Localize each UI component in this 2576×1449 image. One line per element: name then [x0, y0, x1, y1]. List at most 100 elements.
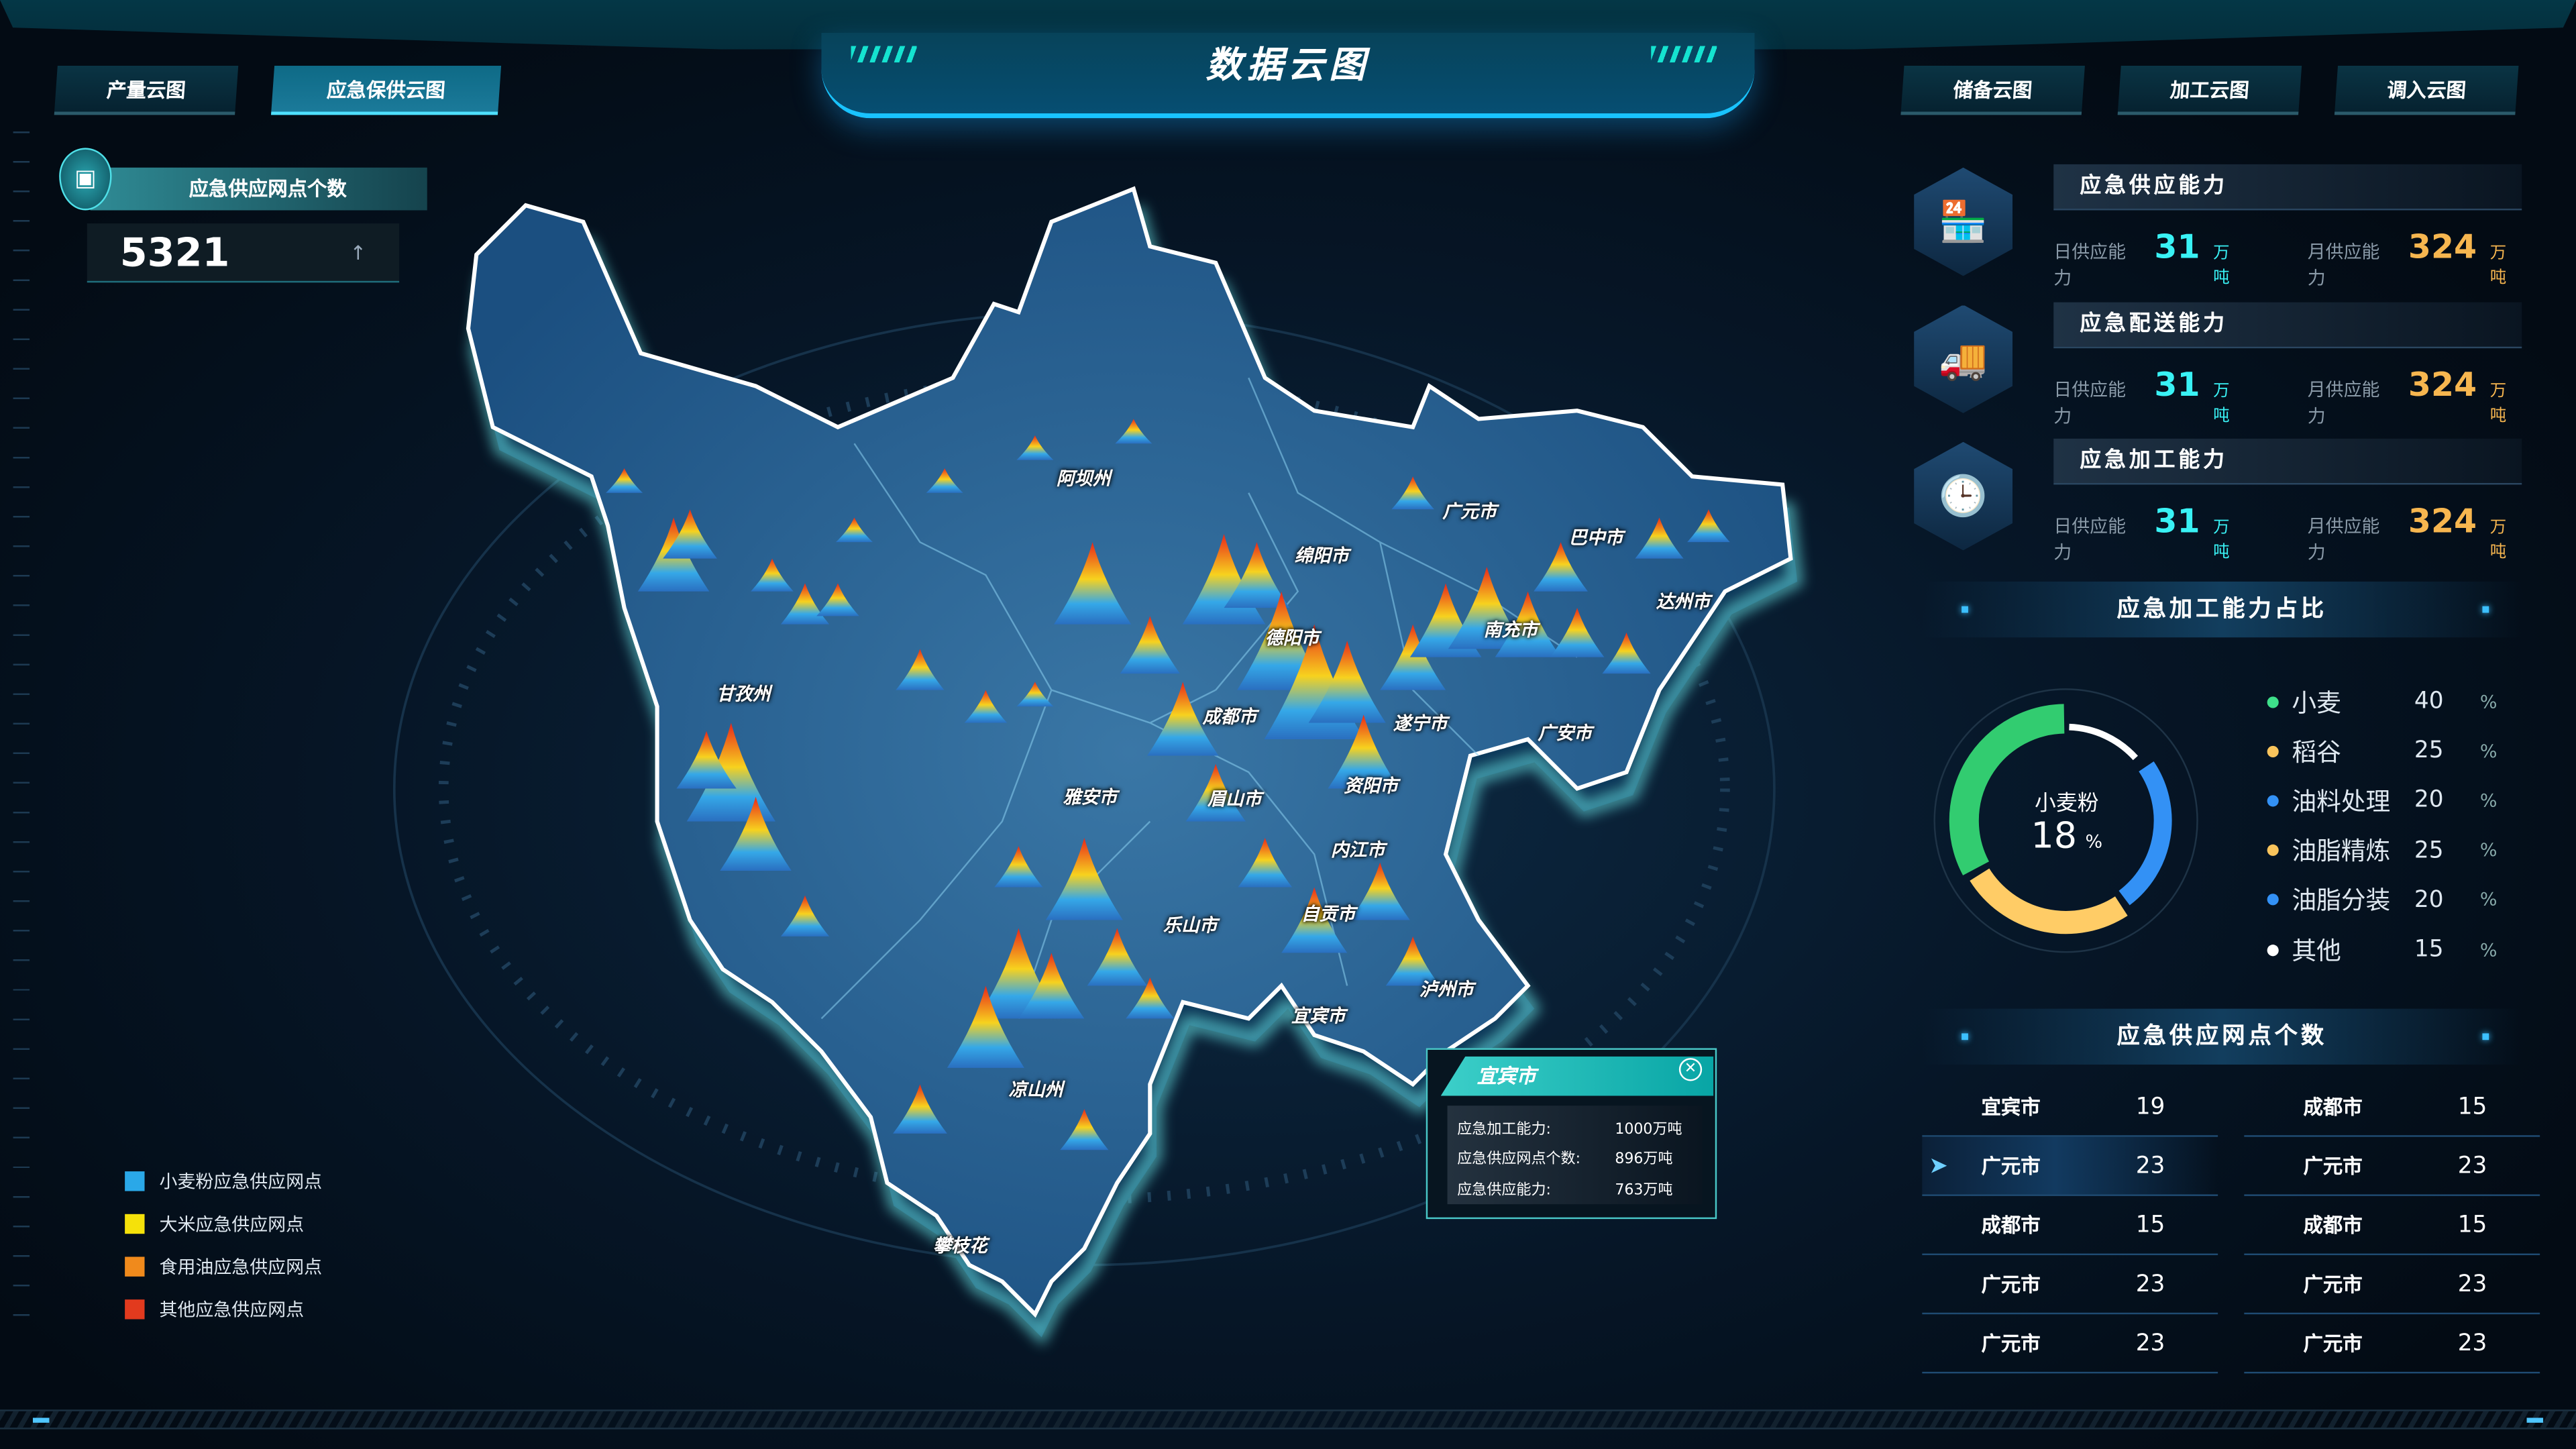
map-label[interactable]: 广元市: [1442, 500, 1497, 523]
ratio-item-value: 20: [2414, 788, 2444, 814]
heat-spike: [1016, 435, 1054, 460]
ratio-legend-item: 油脂精炼 25%: [2267, 826, 2497, 875]
heat-spike: [1018, 953, 1085, 1019]
legend-item[interactable]: 小麦粉应急供应网点: [125, 1160, 322, 1203]
ratio-item-name: 其他: [2292, 935, 2341, 965]
monthly-value: 324: [2408, 500, 2477, 541]
heat-spike: [780, 895, 830, 936]
heat-spike: [1238, 837, 1293, 888]
heat-spike: [896, 649, 945, 690]
legend-dot: [2267, 795, 2279, 807]
ratio-legend-item: 油料处理 20%: [2267, 776, 2498, 826]
tooltip-title: 宜宾市: [1440, 1056, 1714, 1096]
map-label[interactable]: 乐山市: [1163, 915, 1218, 936]
map-label[interactable]: 达州市: [1656, 591, 1711, 613]
map-label[interactable]: 绵阳市: [1294, 545, 1349, 567]
heat-spike: [1281, 887, 1348, 953]
map-label[interactable]: 自贡市: [1301, 903, 1356, 925]
map-label[interactable]: 阿坝州: [1056, 468, 1111, 490]
clock-icon: 🕒: [1914, 441, 2013, 551]
outlet-row[interactable]: ➤ 广元市 23: [1922, 1136, 2218, 1196]
map-label[interactable]: 德阳市: [1265, 627, 1320, 649]
map-label[interactable]: 成都市: [1202, 706, 1257, 728]
donut-segment: [2069, 723, 2138, 761]
map-label[interactable]: 雅安市: [1063, 787, 1118, 808]
outlet-row[interactable]: 宜宾市 19: [1922, 1078, 2218, 1137]
outlet-count: 19: [2135, 1093, 2165, 1120]
map-icon: ▣: [59, 148, 112, 211]
title-decoration: [1651, 46, 1717, 63]
heat-spike: [835, 517, 873, 543]
map-label[interactable]: 攀枝花: [933, 1235, 987, 1257]
capability-title: 应急加工能力: [2053, 438, 2522, 485]
outlet-row[interactable]: 成都市 15: [2244, 1078, 2540, 1137]
title-frame: [821, 32, 1755, 119]
heat-spike: [1495, 591, 1561, 657]
outlet-count: 23: [2457, 1152, 2487, 1179]
map-label[interactable]: 遂宁市: [1393, 712, 1448, 735]
outlet-city: 成都市: [1981, 1214, 2041, 1238]
legend-dot: [2267, 745, 2279, 757]
map-label[interactable]: 巴中市: [1568, 527, 1623, 549]
map-label[interactable]: 凉山州: [1008, 1079, 1063, 1101]
ratio-item-value: 15: [2414, 936, 2444, 963]
outlet-city: 成都市: [2303, 1095, 2363, 1119]
close-icon[interactable]: ✕: [1678, 1058, 1703, 1081]
legend-label: 大米应急供应网点: [159, 1214, 305, 1236]
monthly-label: 月供应能力: [2307, 241, 2380, 290]
heat-spike: [1385, 936, 1440, 986]
ratio-item-name: 油料处理: [2292, 786, 2391, 817]
outlet-row[interactable]: 广元市 23: [1922, 1255, 2218, 1315]
map-legend: 小麦粉应急供应网点大米应急供应网点食用油应急供应网点 其他应急供应网点: [125, 1160, 322, 1331]
outlet-count: 23: [2135, 1152, 2165, 1179]
tooltip-value: 763万吨: [1615, 1182, 1673, 1199]
donut-segment: [2118, 761, 2172, 906]
outlet-city: 广元市: [2303, 1273, 2363, 1297]
map-label[interactable]: 甘孜州: [716, 683, 771, 705]
map-label[interactable]: 广安市: [1538, 722, 1593, 745]
map-label[interactable]: 眉山市: [1208, 788, 1262, 810]
outlet-row[interactable]: 广元市 23: [1922, 1314, 2218, 1374]
donut-center-label: 小麦粉: [2035, 792, 2099, 817]
monthly-unit: 万吨: [2489, 382, 2507, 425]
map-label[interactable]: 内江市: [1330, 839, 1385, 861]
heat-spike: [1126, 977, 1175, 1019]
side-ruler: [13, 131, 30, 1331]
legend-swatch: [125, 1214, 145, 1234]
heat-spike: [1687, 509, 1730, 543]
heat-spike: [964, 690, 1008, 723]
daily-label: 日供应能力: [2053, 515, 2127, 564]
ratio-legend: 小麦 40% 稻谷 25% 油料处理 20% 油脂精炼 25% 油脂分装 20% 其他 15%: [2267, 677, 2498, 975]
outlet-row[interactable]: 成都市 15: [2244, 1196, 2540, 1256]
map-label[interactable]: 泸州市: [1419, 979, 1474, 1001]
ratio-item-unit: %: [2479, 790, 2498, 812]
outlet-count: 15: [2457, 1212, 2487, 1238]
outlet-row[interactable]: 广元市 23: [2244, 1137, 2540, 1196]
heat-spike: [1016, 682, 1054, 707]
daily-unit: 万吨: [2213, 244, 2230, 288]
map-label[interactable]: 资阳市: [1344, 775, 1399, 797]
heat-spike: [926, 468, 963, 493]
donut-segment: [1970, 868, 2128, 934]
outlet-row[interactable]: 广元市 23: [2244, 1255, 2540, 1315]
legend-item[interactable]: 其他应急供应网点: [125, 1288, 322, 1331]
city-tooltip: 宜宾市 ✕ 应急加工能力: 1000万吨 应急供应网点个数: 896万吨 应急供应能…: [1426, 1048, 1717, 1220]
outlet-count: 23: [2135, 1271, 2165, 1297]
kpi-value: 5321: [119, 229, 230, 276]
heat-spike: [1308, 641, 1386, 723]
legend-item[interactable]: 大米应急供应网点: [125, 1203, 322, 1246]
donut-center-unit: %: [2085, 831, 2103, 853]
legend-item[interactable]: 食用油应急供应网点: [125, 1245, 322, 1288]
outlet-row[interactable]: 广元市 23: [2244, 1314, 2540, 1374]
ratio-item-name: 稻谷: [2292, 737, 2341, 767]
tooltip-row: 应急加工能力: 1000万吨: [1457, 1112, 1692, 1142]
map-label[interactable]: 南充市: [1483, 619, 1538, 641]
capability-values: 日供应能力 31 万吨 月供应能力 324 万吨: [2053, 364, 2522, 428]
map-label[interactable]: 宜宾市: [1291, 1005, 1346, 1027]
heat-spike: [1087, 928, 1148, 986]
monthly-label: 月供应能力: [2307, 378, 2380, 427]
donut-center-value: 18: [2031, 816, 2078, 858]
outlet-row[interactable]: 成都市 15: [1922, 1196, 2218, 1256]
kpi-box: 5321 ↑: [87, 223, 400, 283]
